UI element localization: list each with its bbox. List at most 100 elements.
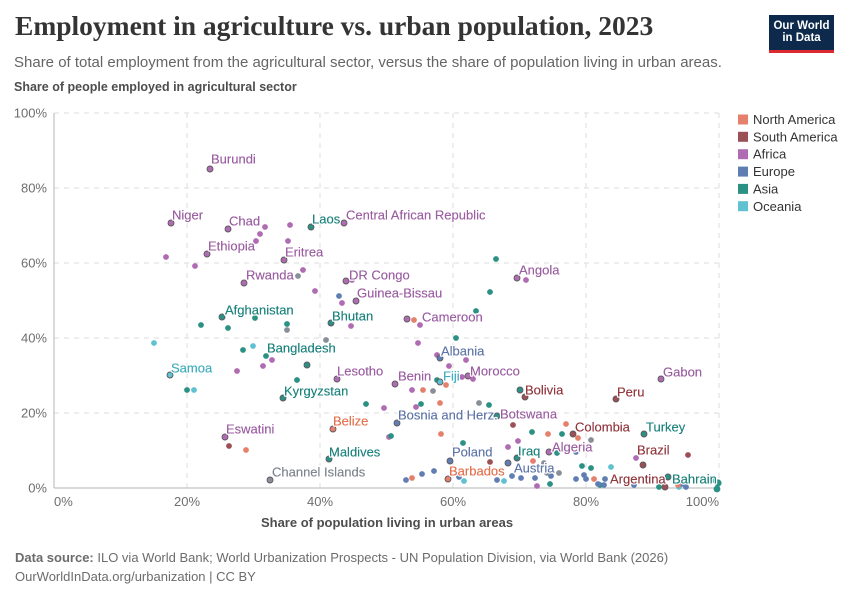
svg-text:Albania: Albania — [441, 344, 485, 359]
svg-text:40%: 40% — [21, 331, 47, 346]
svg-text:Bahrain: Bahrain — [672, 472, 717, 487]
svg-text:Fiji: Fiji — [443, 369, 460, 384]
svg-text:Iraq: Iraq — [518, 444, 540, 459]
svg-text:Bhutan: Bhutan — [332, 309, 373, 324]
svg-text:Burundi: Burundi — [211, 152, 256, 167]
svg-text:Rwanda: Rwanda — [246, 268, 294, 283]
svg-text:Chad: Chad — [229, 214, 260, 229]
svg-text:20%: 20% — [174, 494, 200, 509]
svg-text:Benin: Benin — [398, 369, 431, 384]
svg-text:Colombia: Colombia — [575, 420, 631, 435]
svg-text:Maldives: Maldives — [329, 445, 381, 460]
svg-text:Colombia: Colombia — [575, 420, 631, 435]
svg-text:Bolivia: Bolivia — [525, 383, 564, 398]
svg-text:Afghanistan: Afghanistan — [225, 303, 294, 318]
svg-text:Africa: Africa — [753, 147, 787, 162]
svg-text:60%: 60% — [440, 494, 466, 509]
svg-text:100%: 100% — [14, 106, 48, 121]
svg-text:Niger: Niger — [172, 208, 204, 223]
svg-text:Fiji: Fiji — [443, 369, 460, 384]
svg-text:Gabon: Gabon — [663, 365, 702, 380]
svg-text:Laos: Laos — [312, 212, 341, 227]
svg-text:Algeria: Algeria — [552, 440, 593, 455]
svg-text:Barbados: Barbados — [449, 464, 505, 479]
svg-text:Kyrgyzstan: Kyrgyzstan — [284, 384, 348, 399]
svg-text:Bolivia: Bolivia — [525, 383, 564, 398]
svg-text:Morocco: Morocco — [470, 364, 520, 379]
svg-text:Bangladesh: Bangladesh — [267, 341, 336, 356]
svg-text:North America: North America — [753, 112, 836, 127]
svg-text:Peru: Peru — [617, 385, 644, 400]
svg-text:Chad: Chad — [229, 214, 260, 229]
svg-text:Argentina: Argentina — [610, 472, 666, 487]
svg-text:DR Congo: DR Congo — [349, 268, 410, 283]
svg-text:Channel Islands: Channel Islands — [272, 465, 366, 480]
svg-text:Belize: Belize — [333, 414, 368, 429]
svg-text:100%: 100% — [686, 494, 720, 509]
svg-text:Guinea-Bissau: Guinea-Bissau — [357, 286, 442, 301]
svg-text:80%: 80% — [21, 181, 47, 196]
svg-text:Maldives: Maldives — [329, 445, 381, 460]
svg-text:Ethiopia: Ethiopia — [208, 239, 256, 254]
svg-text:Albania: Albania — [441, 344, 485, 359]
svg-text:Oceania: Oceania — [753, 199, 802, 214]
svg-text:Poland: Poland — [452, 445, 492, 460]
svg-text:Asia: Asia — [753, 181, 779, 196]
svg-text:Belize: Belize — [333, 414, 368, 429]
svg-text:Angola: Angola — [519, 263, 560, 278]
svg-text:Gabon: Gabon — [663, 365, 702, 380]
svg-text:0%: 0% — [28, 481, 47, 496]
svg-text:0%: 0% — [54, 494, 73, 509]
svg-text:Laos: Laos — [312, 212, 341, 227]
svg-text:Burundi: Burundi — [211, 152, 256, 167]
svg-text:Niger: Niger — [172, 208, 204, 223]
svg-text:Central African Republic: Central African Republic — [346, 208, 486, 223]
svg-text:Algeria: Algeria — [552, 440, 593, 455]
svg-text:Eritrea: Eritrea — [285, 245, 324, 260]
svg-text:DR Congo: DR Congo — [349, 268, 410, 283]
svg-text:Bahrain: Bahrain — [672, 472, 717, 487]
svg-text:Eritrea: Eritrea — [285, 245, 324, 260]
svg-text:Kyrgyzstan: Kyrgyzstan — [284, 384, 348, 399]
svg-text:Eswatini: Eswatini — [226, 422, 275, 437]
svg-text:Brazil: Brazil — [637, 443, 670, 458]
svg-text:Lesotho: Lesotho — [337, 364, 383, 379]
svg-text:60%: 60% — [21, 256, 47, 271]
svg-text:Bosnia and Herz.: Bosnia and Herz. — [398, 408, 498, 423]
svg-text:Turkey: Turkey — [646, 420, 686, 435]
svg-text:Peru: Peru — [617, 385, 644, 400]
svg-text:Eswatini: Eswatini — [226, 422, 275, 437]
svg-text:Austria: Austria — [514, 461, 555, 476]
svg-text:South America: South America — [753, 129, 838, 144]
svg-text:80%: 80% — [573, 494, 599, 509]
svg-text:Europe: Europe — [753, 164, 795, 179]
svg-text:Share of population living in: Share of population living in urban area… — [261, 515, 513, 530]
svg-text:Austria: Austria — [514, 461, 555, 476]
svg-text:Samoa: Samoa — [171, 361, 213, 376]
svg-text:Samoa: Samoa — [171, 361, 213, 376]
svg-text:40%: 40% — [307, 494, 333, 509]
svg-text:Morocco: Morocco — [470, 364, 520, 379]
svg-text:Brazil: Brazil — [637, 443, 670, 458]
svg-text:Cameroon: Cameroon — [422, 310, 483, 325]
svg-text:Lesotho: Lesotho — [337, 364, 383, 379]
svg-text:Poland: Poland — [452, 445, 492, 460]
svg-text:Bhutan: Bhutan — [332, 309, 373, 324]
svg-text:Channel Islands: Channel Islands — [272, 465, 366, 480]
svg-text:Guinea-Bissau: Guinea-Bissau — [357, 286, 442, 301]
svg-text:Central African Republic: Central African Republic — [346, 208, 486, 223]
svg-text:Bangladesh: Bangladesh — [267, 341, 336, 356]
svg-text:Bosnia and Herz.: Bosnia and Herz. — [398, 408, 498, 423]
svg-text:Rwanda: Rwanda — [246, 268, 294, 283]
svg-text:Benin: Benin — [398, 369, 431, 384]
svg-text:Angola: Angola — [519, 263, 560, 278]
svg-text:Cameroon: Cameroon — [422, 310, 483, 325]
svg-text:Barbados: Barbados — [449, 464, 505, 479]
svg-text:20%: 20% — [21, 406, 47, 421]
svg-text:Botswana: Botswana — [500, 407, 558, 422]
svg-text:Afghanistan: Afghanistan — [225, 303, 294, 318]
svg-text:Iraq: Iraq — [518, 444, 540, 459]
svg-text:Ethiopia: Ethiopia — [208, 239, 256, 254]
svg-text:Botswana: Botswana — [500, 407, 558, 422]
svg-text:Argentina: Argentina — [610, 472, 666, 487]
